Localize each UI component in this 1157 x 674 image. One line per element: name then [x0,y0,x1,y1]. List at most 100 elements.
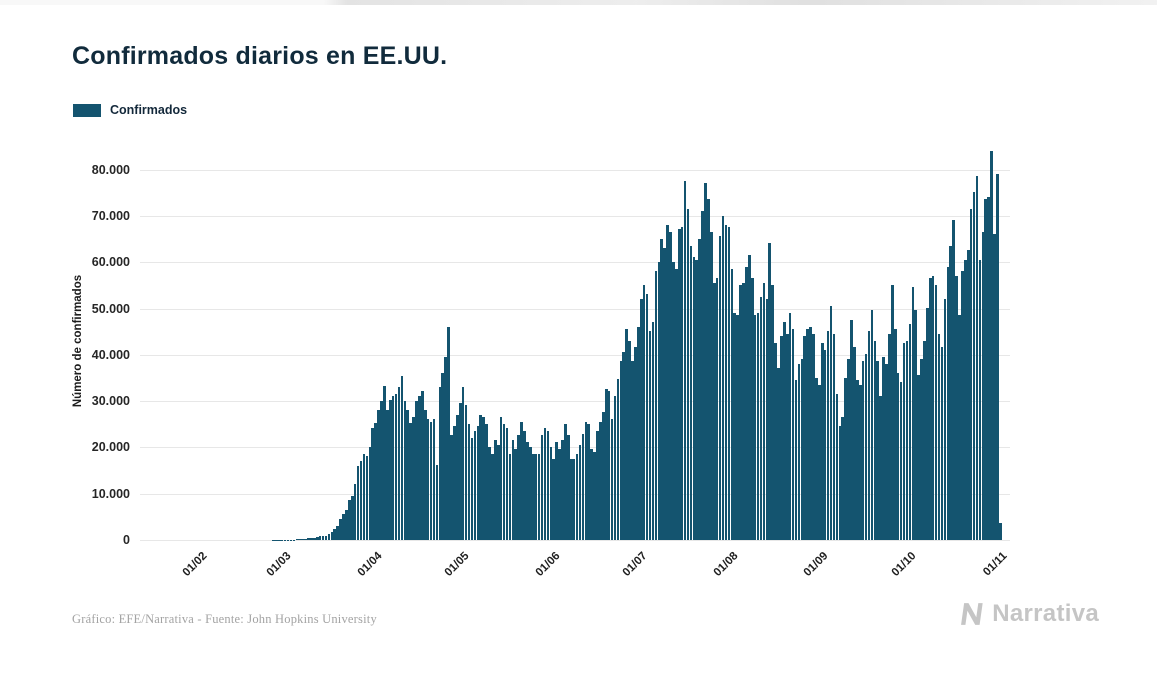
bar [841,416,844,540]
bar [838,426,842,540]
bar [348,500,351,540]
bar [739,285,742,540]
bar [575,453,579,540]
bar [765,298,769,540]
bar [499,416,503,540]
bar [610,419,614,540]
bar [926,308,929,540]
bar [447,327,450,540]
bar [599,421,602,540]
bar [558,449,561,540]
bar [426,419,430,540]
bar [794,379,798,540]
bar [362,453,366,540]
bar [423,409,427,540]
bar [631,361,634,540]
bar [555,442,558,540]
bar [993,234,996,540]
bar [850,319,853,540]
bar [321,535,325,540]
bar [461,386,465,540]
bar [856,379,859,540]
bar [698,238,701,540]
bar [470,437,474,540]
bar [710,231,713,540]
bar [899,382,903,540]
bar [969,208,973,540]
bar [438,386,442,540]
bar [800,359,804,540]
bar [479,414,482,540]
bar [981,231,985,540]
bar [888,333,891,540]
bar [304,538,307,540]
bar [485,423,488,540]
bar [917,375,920,540]
bar [616,379,620,540]
bar [327,534,331,540]
bar [844,377,847,540]
bar [785,333,789,540]
bar [374,423,377,540]
y-tick-label: 20.000 [91,440,130,455]
bar [342,514,345,540]
bar [593,451,596,540]
bar [409,423,412,540]
bar [567,435,570,540]
bar [663,247,666,540]
y-tick-label: 40.000 [91,347,130,362]
bar [596,430,599,540]
bar [940,347,944,540]
bar [911,287,915,540]
bar [934,285,938,540]
bar [675,268,678,540]
narrativa-wordmark: Narrativa [992,600,1099,627]
bar [818,384,821,540]
bar [756,312,760,540]
bar [581,434,585,540]
bar [459,403,462,540]
bar [829,305,833,540]
bar [429,421,433,540]
bar [584,421,588,540]
bar [961,271,964,540]
bar [908,324,912,540]
bar [680,227,684,540]
bar [543,428,547,540]
bar [905,340,909,540]
bar [491,453,494,540]
bar [806,328,809,540]
bar [718,236,722,540]
bar [929,278,932,540]
bar [879,396,882,540]
bar [931,275,935,540]
bar [733,312,736,540]
bar [397,386,401,540]
bar [359,461,363,540]
bar [514,449,518,540]
bar [984,199,988,540]
bar [815,377,818,540]
bar [914,310,917,540]
bar [523,430,526,540]
bar [333,529,337,540]
bar [383,385,386,540]
bar [590,449,593,540]
bar [885,363,888,540]
bar [978,259,982,540]
bar [613,396,617,540]
narrativa-logo: Narrativa [960,600,1099,628]
bar [750,278,754,540]
bar [748,254,751,540]
bar [707,199,710,540]
bar [704,183,707,540]
bar [529,446,532,540]
bar [295,539,299,540]
bar [966,250,970,540]
bar [505,428,509,540]
gridline [140,262,1010,264]
bar [990,150,993,540]
bar [823,349,827,540]
bar [952,220,955,540]
bar [730,268,734,540]
